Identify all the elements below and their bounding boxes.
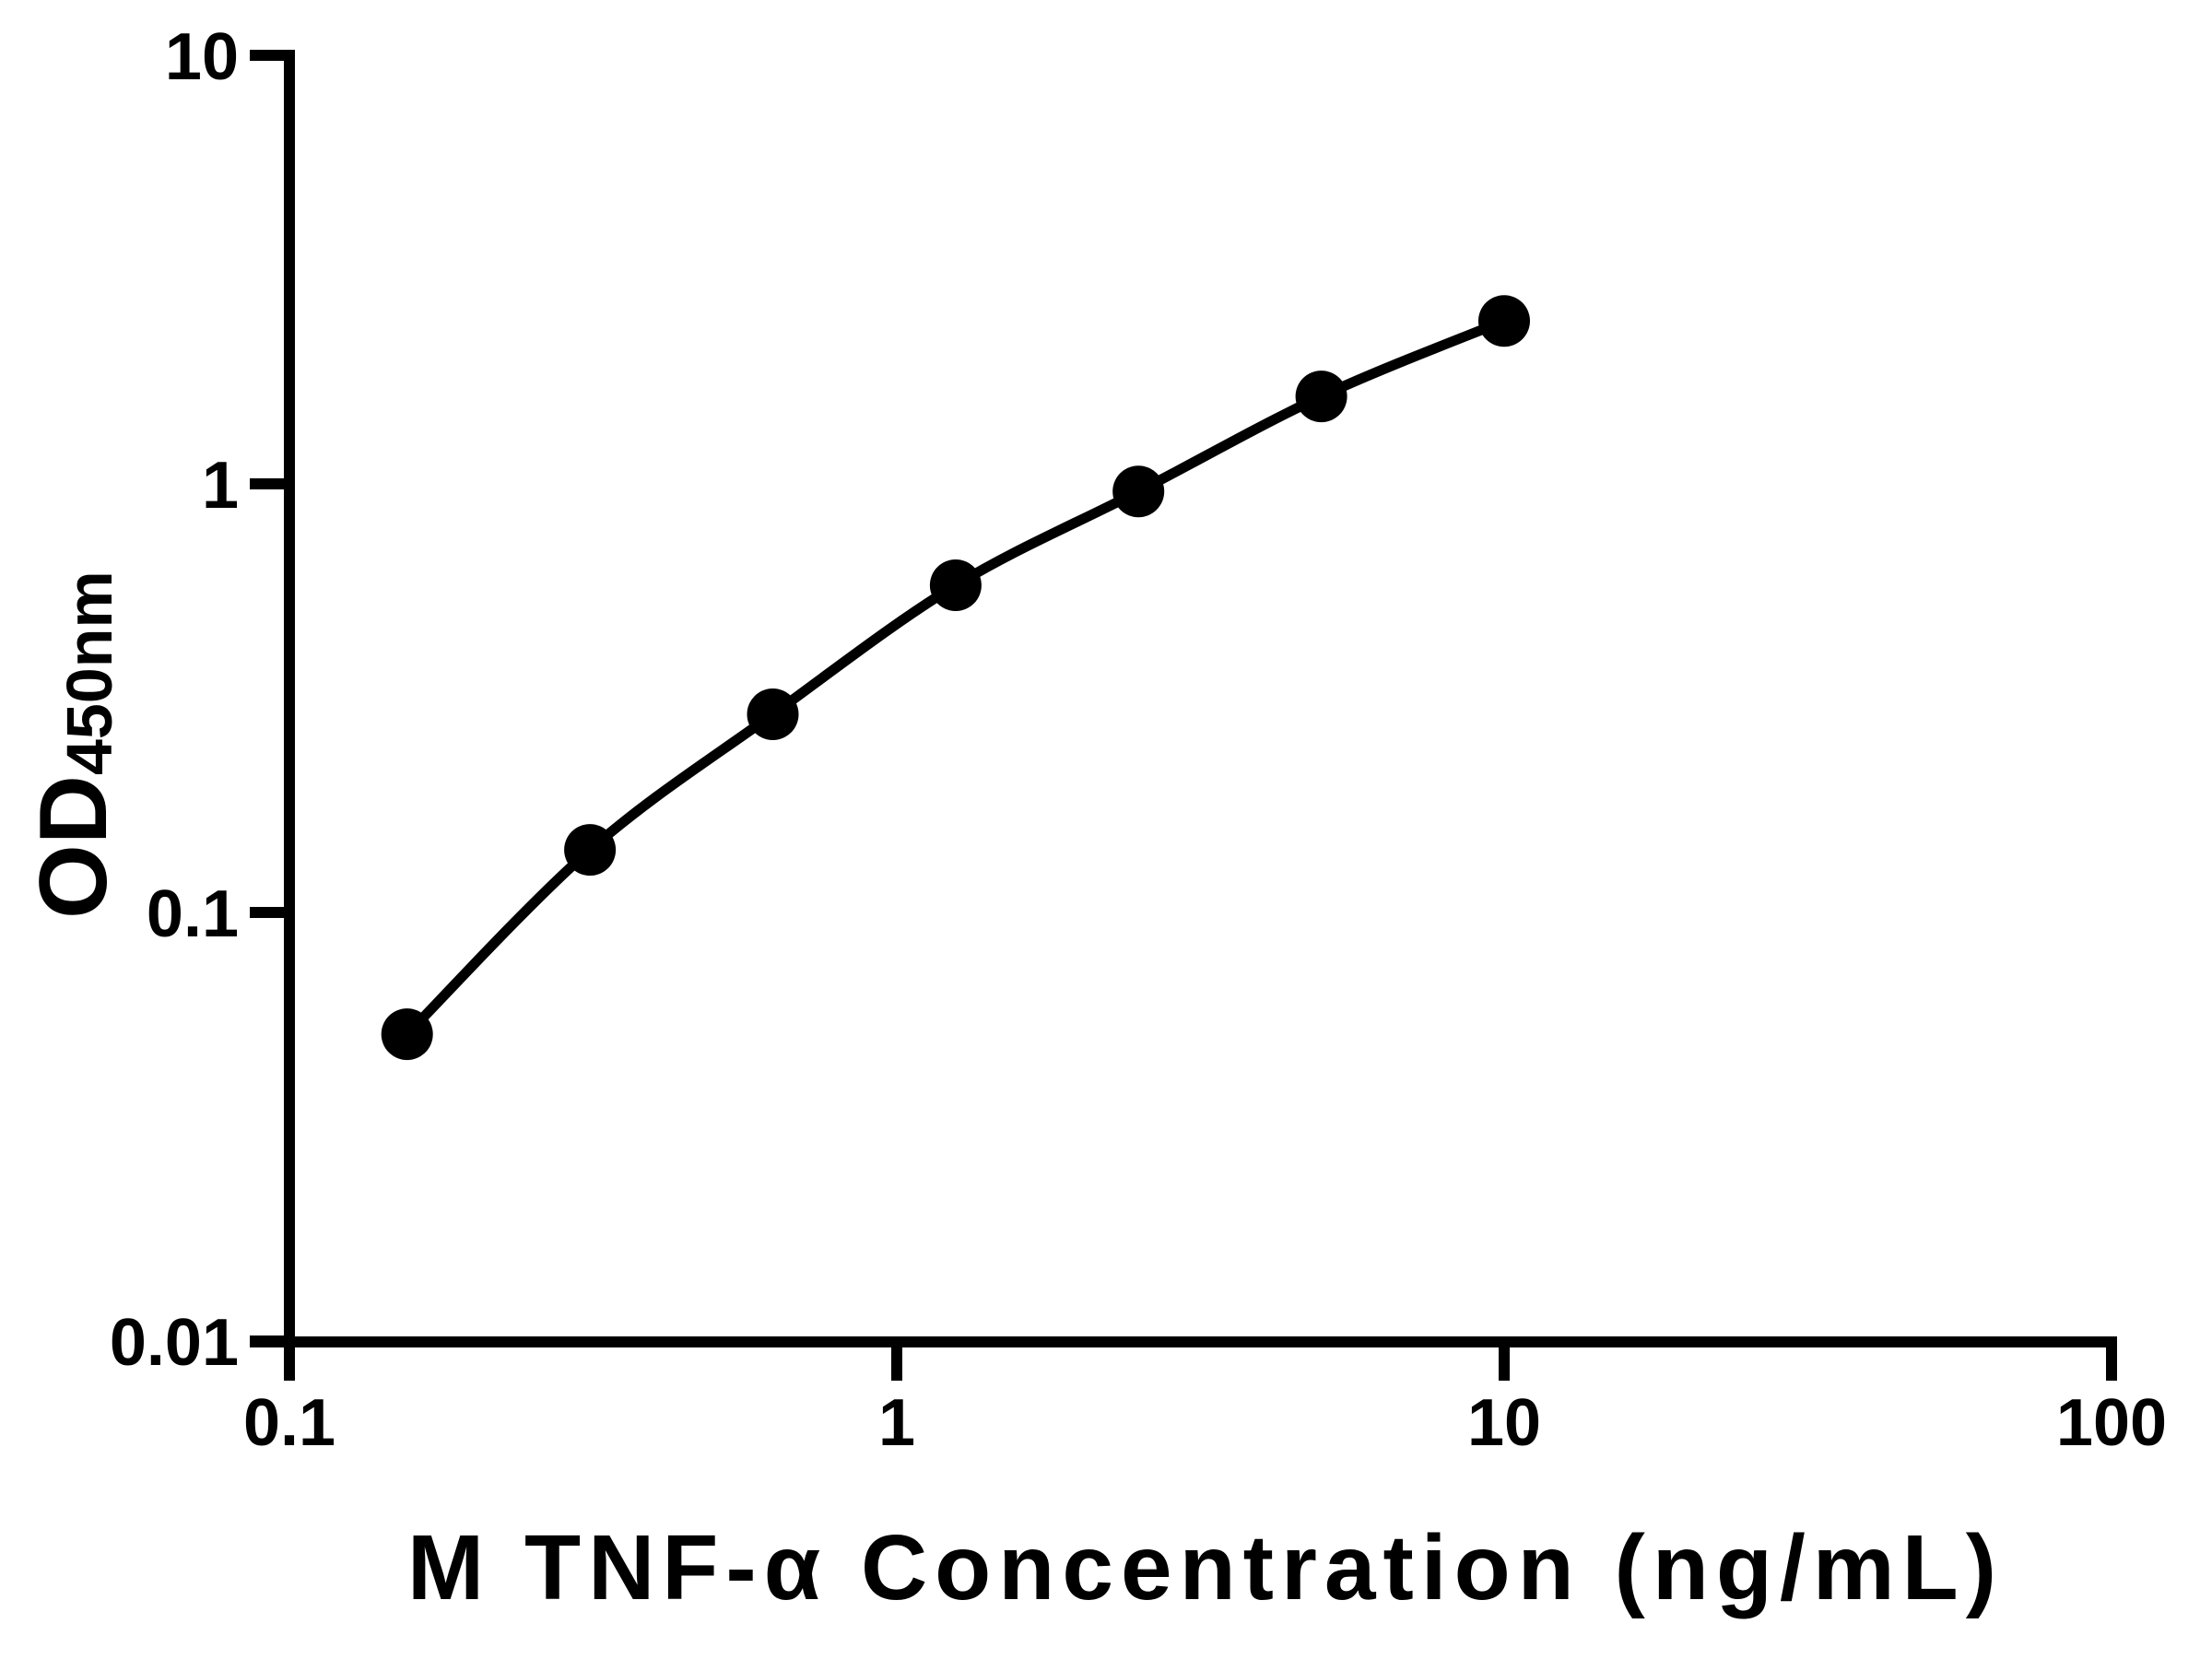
y-axis-title: OD450nm	[20, 571, 127, 919]
x-axis-title: M TNF-α Concentration (ng/mL)	[407, 1516, 2004, 1619]
data-point-marker	[747, 688, 799, 740]
data-point-marker	[381, 1008, 433, 1061]
data-point-marker	[564, 824, 617, 877]
y-tick-label: 1	[202, 449, 239, 523]
x-tick-label: 1	[878, 1386, 915, 1460]
data-point-marker	[1112, 465, 1165, 518]
y-tick-label: 0.01	[110, 1306, 239, 1380]
y-tick-label: 10	[165, 20, 239, 94]
data-point-marker	[1478, 295, 1530, 347]
y-axis-title-subscript: 450nm	[53, 571, 125, 775]
y-tick-label: 0.1	[147, 877, 239, 951]
x-tick-label: 0.1	[243, 1386, 335, 1460]
data-point-marker	[1295, 371, 1347, 423]
x-tick-label: 100	[2056, 1386, 2167, 1460]
x-axis: 0.1 1 10 100	[243, 1336, 2167, 1460]
curve-line	[403, 316, 1507, 1038]
data-point-marker	[929, 559, 982, 611]
x-tick-label: 10	[1467, 1386, 1541, 1460]
y-axis: 0.01 0.1 1 10	[110, 20, 295, 1380]
data-series	[381, 295, 1530, 1061]
y-axis-title-main: OD	[20, 775, 127, 919]
